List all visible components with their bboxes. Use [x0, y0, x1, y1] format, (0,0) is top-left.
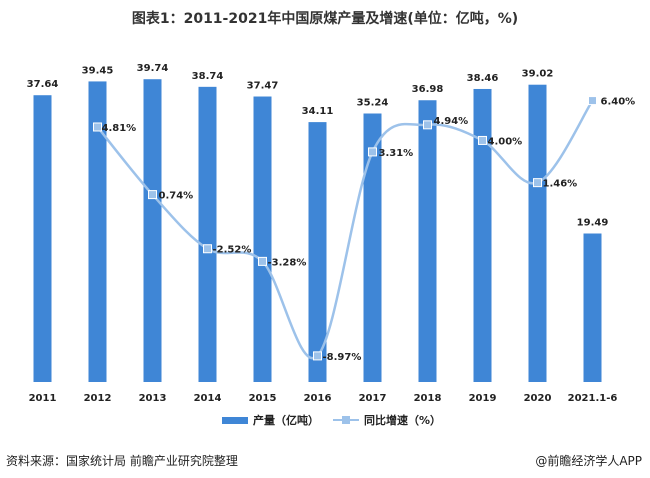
x-tick-2015: 2015 [249, 393, 277, 404]
line-label-2020: 1.46% [543, 179, 578, 190]
bar-label-2015: 37.47 [247, 81, 279, 92]
source-note: 资料来源：国家统计局 前瞻产业研究院整理 [6, 454, 238, 468]
x-tick-2011: 2011 [29, 393, 57, 404]
line-marker-2015 [258, 256, 267, 266]
line-label-2015: -3.28% [268, 257, 307, 268]
line-marker-2019 [478, 135, 487, 145]
bar-2016 [308, 122, 327, 382]
line-label-2013: 0.74% [159, 191, 194, 202]
line-marker-2017 [368, 147, 377, 157]
bar-2012 [88, 81, 107, 382]
x-tick-2018: 2018 [414, 393, 442, 404]
line-marker-2018 [423, 120, 432, 130]
bar-2018 [418, 100, 437, 382]
line-marker-2012 [93, 122, 102, 132]
bar-label-2013: 39.74 [137, 63, 169, 74]
line-marker-2013 [148, 190, 157, 200]
legend-label-output: 产量（亿吨） [253, 413, 319, 427]
line-label-2016: -8.97% [323, 352, 362, 363]
line-marker-2016 [313, 351, 322, 361]
line-label-2021.1-6: 6.40% [601, 97, 636, 108]
bar-2017 [363, 113, 382, 382]
x-tick-2012: 2012 [84, 393, 112, 404]
bar-series [33, 79, 602, 382]
line-marker-2014 [203, 244, 212, 254]
chart-title: 图表1：2011-2021年中国原煤产量及增速(单位：亿吨，%) [131, 11, 519, 27]
growth-value-labels: 4.81% 0.74% -2.52% -3.28% -8.97% 3.31% 4.94% 4.… [102, 97, 636, 363]
bar-value-labels: 37.64 39.45 39.74 38.74 37.47 34.11 35.24 36.98… [27, 63, 609, 228]
bar-label-2018: 36.98 [412, 84, 444, 95]
bar-label-2012: 39.45 [82, 65, 114, 76]
line-label-2018: 4.94% [434, 116, 469, 127]
line-marker-2020 [533, 178, 542, 188]
bar-label-2016: 34.11 [302, 106, 334, 117]
bar-2013 [143, 79, 162, 382]
legend-label-growth: 同比增速（%） [364, 413, 441, 427]
x-tick-2020: 2020 [524, 393, 552, 404]
x-tick-2014: 2014 [194, 393, 222, 404]
bar-2015 [253, 96, 272, 382]
x-tick-2016: 2016 [304, 393, 332, 404]
x-tick-2019: 2019 [469, 393, 497, 404]
line-marker-2021.1-6 [588, 96, 597, 106]
line-label-2014: -2.52% [213, 245, 252, 256]
x-tick-2017: 2017 [359, 393, 387, 404]
bar-2021.1-6 [583, 233, 602, 382]
x-tick-2021.1-6: 2021.1-6 [568, 393, 618, 404]
bar-label-2014: 38.74 [192, 71, 224, 82]
bar-label-2019: 38.46 [467, 73, 499, 84]
bar-2014 [198, 86, 217, 382]
legend-swatch-bar [222, 417, 248, 424]
line-label-2019: 4.00% [488, 136, 523, 147]
credit-note: @前瞻经济学人APP [535, 454, 642, 468]
bar-label-2011: 37.64 [27, 79, 59, 90]
x-axis-ticks: 2011 2012 2013 2014 2015 2016 2017 2018 2019 2020… [29, 393, 618, 404]
growth-line [96, 99, 594, 360]
x-tick-2013: 2013 [139, 393, 167, 404]
bar-label-2017: 35.24 [357, 98, 389, 109]
legend: 产量（亿吨） 同比增速（%） [222, 413, 441, 427]
line-label-2012: 4.81% [102, 123, 137, 134]
bar-2020 [528, 84, 547, 382]
line-label-2017: 3.31% [379, 148, 414, 159]
legend-swatch-marker [342, 416, 350, 424]
bar-label-2020: 39.02 [522, 69, 554, 80]
bar-2019 [473, 88, 492, 382]
bar-label-2021.1-6: 19.49 [577, 218, 609, 229]
bar-2011 [33, 95, 52, 382]
growth-line-series [93, 96, 597, 361]
